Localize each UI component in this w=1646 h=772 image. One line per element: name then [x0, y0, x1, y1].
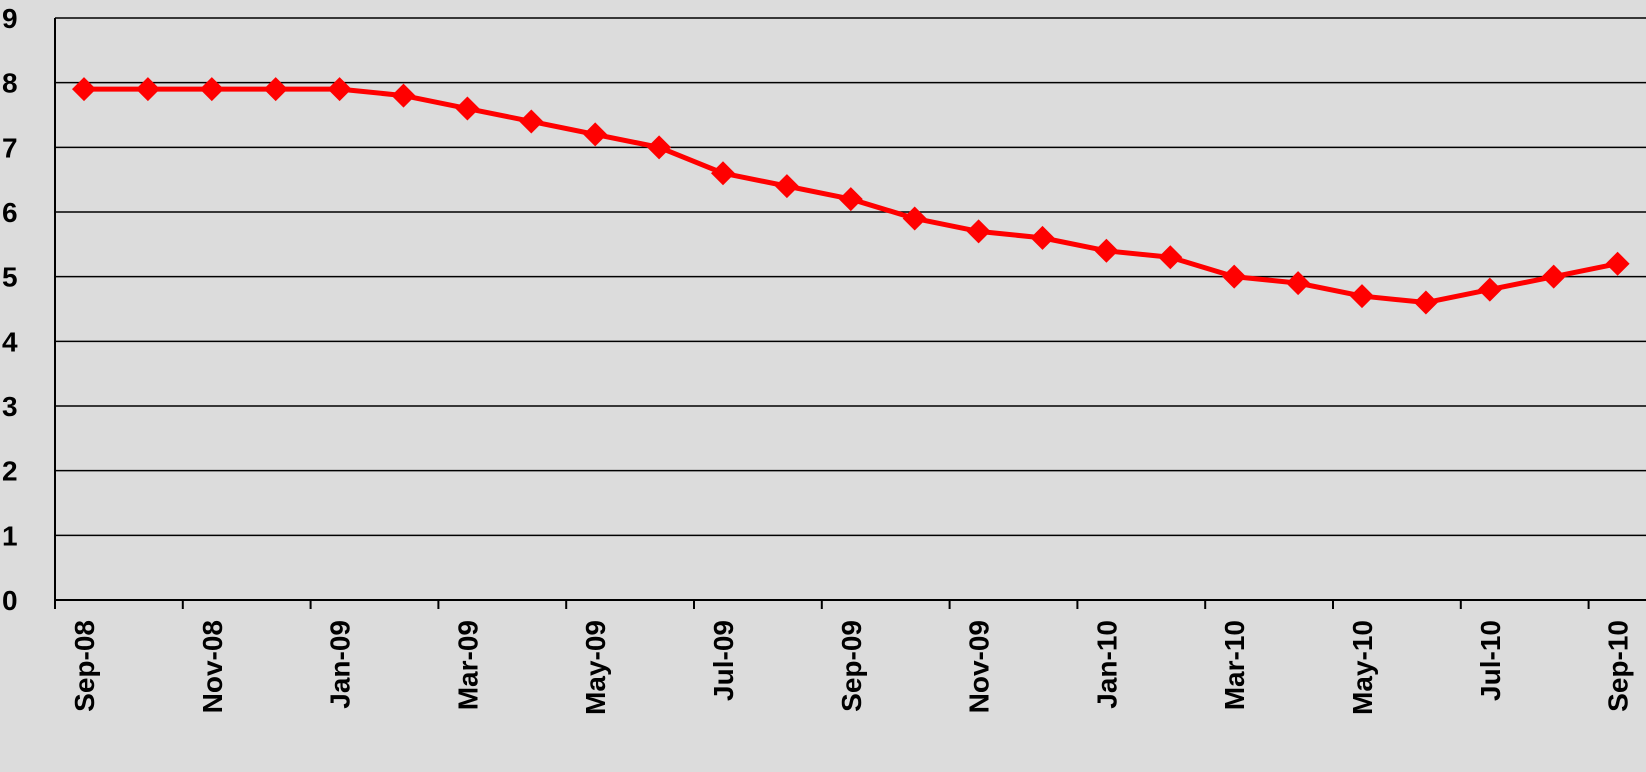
x-tick-label: Jan-10	[1091, 620, 1122, 709]
y-tick-label: 4	[2, 326, 18, 357]
x-tick-label: Mar-09	[452, 620, 483, 710]
y-tick-label: 2	[2, 456, 18, 487]
x-tick-label: Mar-10	[1219, 620, 1250, 710]
x-tick-label: Jan-09	[325, 620, 356, 709]
x-tick-label: May-10	[1347, 620, 1378, 715]
y-tick-label: 1	[2, 520, 18, 551]
data-point-marker	[519, 109, 544, 134]
data-point-marker	[774, 174, 799, 199]
gridlines	[55, 17, 1646, 537]
data-point-marker	[583, 122, 608, 147]
x-tick-label: Sep-10	[1603, 620, 1634, 712]
x-tick-label: Nov-09	[964, 620, 995, 713]
y-tick-label: 0	[2, 585, 18, 616]
data-point-marker	[263, 77, 288, 102]
data-point-marker	[1350, 284, 1374, 309]
series-group	[72, 77, 1630, 315]
data-point-marker	[1030, 225, 1055, 250]
y-tick-label: 9	[2, 3, 18, 34]
x-tick-label: Sep-08	[69, 620, 100, 712]
data-point-marker	[1286, 271, 1311, 296]
y-axis-tick-labels: 0 1 2 3 4 5 6 7 8 9	[2, 3, 18, 616]
data-point-marker	[199, 77, 224, 102]
data-point-marker	[1413, 290, 1438, 315]
data-point-marker	[1605, 251, 1630, 276]
x-tick-label: Jul-10	[1475, 620, 1506, 701]
data-point-marker	[647, 135, 672, 160]
data-point-marker	[455, 96, 480, 121]
y-tick-label: 7	[2, 132, 18, 163]
axes	[54, 18, 1646, 609]
data-point-marker	[1477, 277, 1502, 302]
y-tick-label: 5	[2, 262, 18, 293]
y-tick-label: 8	[2, 68, 18, 99]
data-point-marker	[711, 161, 735, 186]
data-point-marker	[327, 77, 352, 102]
y-tick-label: 6	[2, 197, 18, 228]
x-tick-label: May-09	[580, 620, 611, 715]
data-point-marker	[391, 83, 416, 108]
data-point-marker	[1094, 238, 1119, 263]
data-point-marker	[1158, 245, 1183, 270]
y-tick-label: 3	[2, 391, 18, 422]
data-point-marker	[966, 219, 991, 244]
data-point-marker	[902, 206, 927, 231]
data-point-marker	[1222, 264, 1247, 289]
x-tick-label: Jul-09	[708, 620, 739, 701]
data-point-marker	[72, 77, 96, 102]
data-point-marker	[838, 187, 863, 212]
data-point-marker	[135, 77, 160, 102]
x-axis-tick-labels: Sep-08 Nov-08 Jan-09 Mar-09 May-09 Jul-09 Sep-…	[69, 620, 1634, 715]
x-tick-label: Sep-09	[836, 620, 867, 712]
data-point-marker	[1541, 264, 1566, 289]
x-tick-label: Nov-08	[197, 620, 228, 713]
